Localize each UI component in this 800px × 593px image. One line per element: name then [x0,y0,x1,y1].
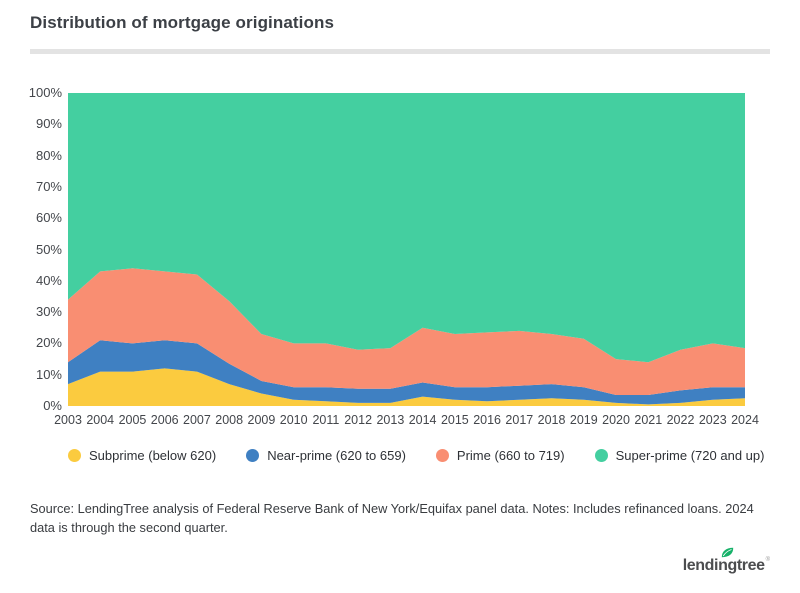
legend-item-super-prime: Super-prime (720 and up) [594,448,765,463]
x-axis-tick-label: 2020 [602,413,630,427]
leaf-icon [721,547,733,558]
y-axis-tick-label: 40% [35,272,62,288]
logo-text: lendingtree [682,557,765,574]
legend-swatch-super-prime [594,449,608,462]
x-axis-tick-label: 2011 [312,413,340,427]
y-axis-tick-label: 0% [43,398,62,413]
x-axis-tick-label: 2003 [54,413,82,427]
x-axis-tick-label: 2015 [440,413,469,427]
legend-label: Super-prime (720 and up) [615,448,765,463]
y-axis-tick-label: 100% [28,85,62,100]
source-note: Source: LendingTree analysis of Federal … [30,501,754,535]
x-axis-tick-label: 2017 [505,413,534,427]
legend-item-near-prime: Near-prime (620 to 659) [246,448,406,463]
area-prime [68,268,745,395]
x-axis-tick-label: 2023 [698,413,727,427]
title-divider [30,49,770,54]
legend-item-prime: Prime (660 to 719) [435,448,565,463]
x-axis-tick-label: 2019 [569,413,598,427]
legend: Subprime (below 620) Near-prime (620 to 6… [68,448,764,463]
x-axis-tick-label: 2021 [634,413,663,427]
legend-label: Subprime (below 620) [89,448,217,463]
page-title: Distribution of mortgage originations [30,13,335,32]
legend-swatch-subprime [68,449,81,462]
y-axis-tick-label: 90% [35,116,62,132]
logo-registered-mark: ® [765,557,770,563]
x-axis-tick-label: 2024 [731,413,759,427]
legend-swatch-prime [435,449,449,462]
y-axis-tick-label: 10% [35,366,62,382]
x-axis-tick-label: 2010 [279,413,308,427]
x-axis-tick-label: 2009 [247,413,276,427]
y-axis-tick-label: 30% [35,304,62,320]
legend-swatch-near-prime [246,449,260,462]
x-axis-tick-label: 2007 [183,413,211,427]
y-axis-tick-label: 70% [35,178,62,194]
legend-label: Prime (660 to 719) [456,448,565,463]
x-axis-tick-label: 2006 [150,413,179,427]
x-axis-tick-label: 2008 [215,413,244,427]
y-axis-tick-label: 50% [35,241,62,257]
area-super-prime [68,93,745,363]
x-axis-tick-label: 2005 [118,413,147,427]
legend-label: Near-prime (620 to 659) [267,448,406,463]
x-axis-tick-label: 2018 [537,413,566,427]
x-axis-tick-label: 2004 [86,413,115,427]
y-axis-tick-label: 60% [35,210,62,226]
lendingtree-logo: lendingtree® [682,547,770,579]
x-axis-tick-label: 2012 [344,413,373,427]
x-axis-tick-label: 2013 [376,413,405,427]
y-axis-tick-label: 20% [35,335,62,351]
y-axis-tick-label: 80% [35,147,62,163]
legend-item-subprime: Subprime (below 620) [68,448,216,463]
area-subprime [68,368,745,406]
x-axis-tick-label: 2016 [473,413,501,427]
area-near-prime [68,340,745,405]
plot-area [68,93,745,406]
x-axis-tick-label: 2014 [408,413,437,427]
x-axis-tick-label: 2022 [666,413,695,427]
